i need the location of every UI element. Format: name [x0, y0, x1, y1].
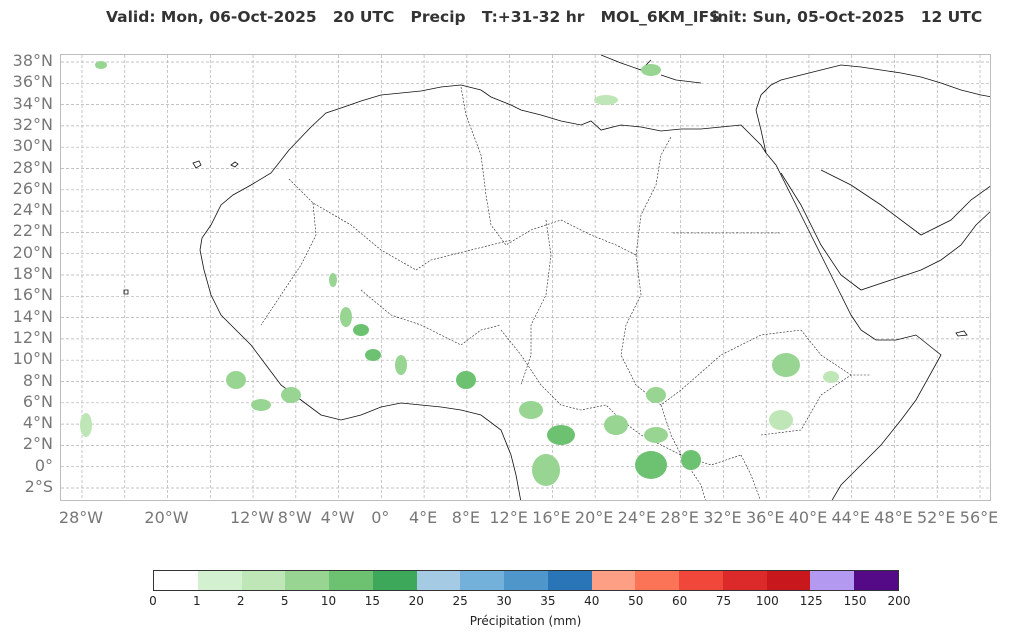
colorbar-label: Précipitation (mm) [469, 614, 582, 628]
lat-label: 4°N [22, 413, 53, 433]
lat-label: 26°N [12, 178, 53, 198]
lat-label: 30°N [12, 136, 53, 156]
colorbar-tick: 20 [408, 594, 424, 608]
colorbar-tick: 150 [843, 594, 867, 608]
colorbar-tick: 2 [236, 594, 245, 608]
lat-label: 22°N [12, 221, 53, 241]
precipitation-cells [80, 61, 839, 486]
country-borders [260, 86, 871, 500]
coastlines [123, 55, 990, 500]
colorbar-tick: 50 [628, 594, 644, 608]
colorbar-segment [766, 571, 811, 590]
colorbar-segment [722, 571, 767, 590]
colorbar-segment [591, 571, 636, 590]
lon-label: 36°E [745, 508, 785, 527]
colorbar-segment [241, 571, 286, 590]
colorbar-tick: 5 [280, 594, 289, 608]
colorbar-segment [854, 571, 899, 590]
colorbar-segment [197, 571, 242, 590]
map-title: Valid: Mon, 06-Oct-2025 20 UTC Precip T:… [0, 8, 1011, 28]
colorbar-tick: 25 [452, 594, 468, 608]
lon-label: 8°E [451, 508, 480, 527]
lat-label: 24°N [12, 200, 53, 220]
init-time-text: init: Sun, 05-Oct-2025 12 UTC [712, 8, 983, 26]
colorbar-segment [810, 571, 855, 590]
colorbar-tick: 200 [887, 594, 911, 608]
lat-label: 10°N [12, 349, 53, 369]
colorbar-segment [460, 571, 505, 590]
colorbar-tick: 30 [496, 594, 512, 608]
colorbar-segment [285, 571, 330, 590]
lat-label: 34°N [12, 93, 53, 113]
colorbar-tick: 100 [755, 594, 779, 608]
lon-label: 40°E [788, 508, 828, 527]
lat-label: 28°N [12, 157, 53, 177]
lon-label: 4°W [320, 508, 355, 527]
lon-label: 28°W [58, 508, 104, 527]
lon-label: 8°W [277, 508, 312, 527]
colorbar-tick: 15 [364, 594, 381, 608]
lon-label: 44°E [831, 508, 870, 527]
precipitation-map [60, 54, 991, 501]
colorbar-tick: 40 [584, 594, 600, 608]
lon-label: 48°E [874, 508, 913, 527]
colorbar-tick: 35 [540, 594, 556, 608]
colorbar-segment [416, 571, 461, 590]
colorbar-tick: 60 [671, 594, 688, 608]
lat-label: 16°N [12, 285, 53, 305]
lon-label: 32°E [703, 508, 742, 527]
lon-label: 12°E [489, 508, 528, 527]
colorbar-tick: 125 [799, 594, 823, 608]
lat-label: 2°S [24, 477, 53, 496]
lat-label: 2°N [22, 434, 53, 454]
colorbar-tick: 10 [320, 594, 337, 608]
lat-label: 20°N [12, 242, 53, 262]
colorbar-segment [679, 571, 723, 590]
lon-label: 56°E [959, 508, 999, 527]
lat-label: 12°N [12, 327, 53, 347]
lon-label: 20°W [144, 508, 189, 527]
colorbar-segment [635, 571, 680, 590]
lat-label: 32°N [12, 114, 53, 134]
lat-label: 0° [34, 455, 53, 475]
lon-label: 28°E [660, 508, 699, 527]
colorbar-segment [504, 571, 548, 590]
colorbar-segment [154, 571, 198, 590]
lon-label: 0° [371, 508, 390, 527]
colorbar-tick: 75 [715, 594, 732, 608]
lon-label: 16°E [532, 508, 571, 527]
colorbar-tick: 1 [193, 594, 201, 608]
lon-label: 20°E [574, 508, 614, 527]
lon-label: 24°E [617, 508, 657, 527]
map-svg [61, 55, 990, 500]
lat-label: 8°N [22, 370, 53, 390]
lon-label: 52°E [917, 508, 956, 527]
colorbar-tick: 0 [149, 594, 157, 608]
colorbar-segment [329, 571, 373, 590]
graticule [61, 55, 990, 500]
lon-label: 4°E [408, 508, 438, 527]
colorbar-segment [372, 571, 417, 590]
valid-time-text: Valid: Mon, 06-Oct-2025 20 UTC Precip T:… [106, 8, 721, 26]
lat-label: 14°N [12, 306, 53, 326]
lon-label: 12°W [229, 508, 275, 527]
colorbar-segment [547, 571, 592, 590]
colorbar [153, 570, 899, 591]
lat-label: 36°N [12, 72, 53, 92]
lat-label: 38°N [12, 51, 53, 70]
lat-label: 6°N [22, 391, 53, 411]
lat-label: 18°N [12, 264, 53, 283]
